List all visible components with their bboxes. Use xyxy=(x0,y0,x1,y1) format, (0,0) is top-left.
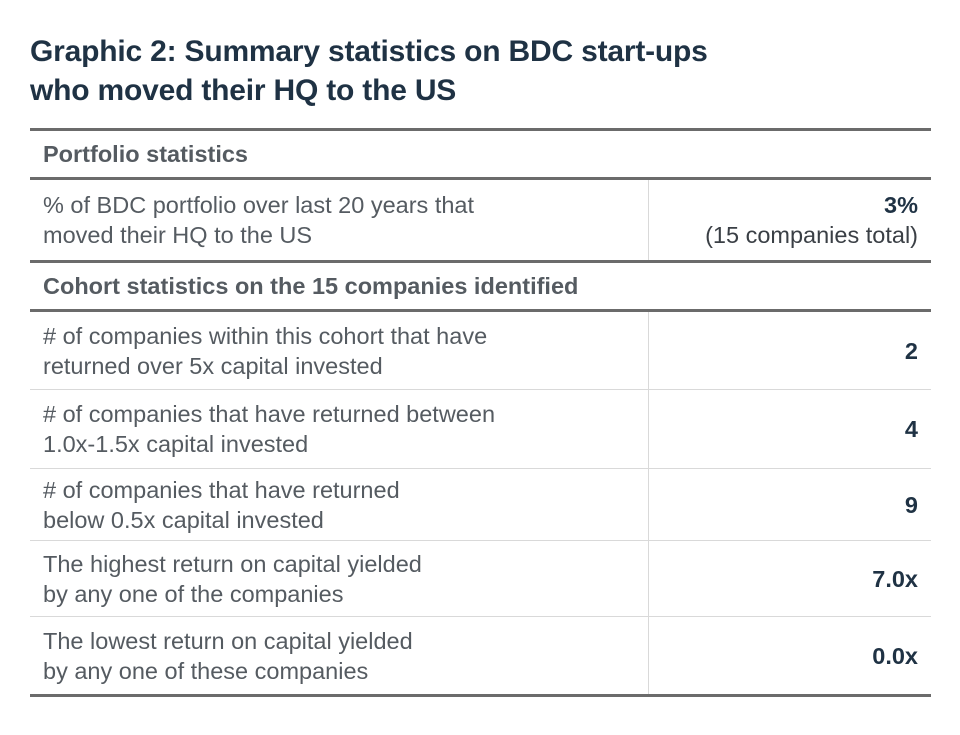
row-label: # of companies that have returned betwee… xyxy=(30,390,648,468)
row-label-line-2: returned over 5x capital invested xyxy=(43,352,383,379)
row-label-line-1: # of companies that have returned betwee… xyxy=(43,401,496,427)
section-heading-cohort: Cohort statistics on the 15 companies id… xyxy=(43,272,579,299)
row-value-note: (15 companies total) xyxy=(705,222,918,248)
row-value-cell: 7.0x xyxy=(648,541,931,616)
row-value: 4 xyxy=(904,416,918,442)
row-label: The highest return on capital yielded by… xyxy=(30,541,648,616)
row-label-line-2: by any one of these companies xyxy=(43,657,369,684)
row-divider xyxy=(30,616,931,617)
row-label-line-2: moved their HQ to the US xyxy=(43,222,313,248)
row-label: # of companies within this cohort that h… xyxy=(30,312,648,389)
page-title: Graphic 2: Summary statistics on BDC sta… xyxy=(30,32,930,110)
row-divider xyxy=(30,468,931,469)
row-label-line-1: The lowest return on capital yielded xyxy=(43,627,413,654)
row-label-line-1: # of companies that have returned xyxy=(43,476,400,503)
row-label: # of companies that have returned below … xyxy=(30,469,648,540)
row-value: 2 xyxy=(904,337,918,364)
row-label: The lowest return on capital yielded by … xyxy=(30,617,648,694)
row-label-line-1: % of BDC portfolio over last 20 years th… xyxy=(43,192,475,218)
row-divider xyxy=(30,540,931,541)
summary-table: Portfolio statistics % of BDC portfolio … xyxy=(30,128,931,697)
section-rule xyxy=(30,260,931,263)
table-row: The highest return on capital yielded by… xyxy=(30,541,931,616)
table-top-rule xyxy=(30,128,931,131)
section-heading-portfolio: Portfolio statistics xyxy=(43,140,249,167)
row-value-cell: 9 xyxy=(648,469,931,540)
row-label: % of BDC portfolio over last 20 years th… xyxy=(30,180,648,260)
row-label-line-2: below 0.5x capital invested xyxy=(43,506,324,533)
row-label-line-1: The highest return on capital yielded xyxy=(43,550,422,577)
row-value: 9 xyxy=(904,491,918,518)
row-value-cell: 3% (15 companies total) xyxy=(648,180,931,260)
section-rule xyxy=(30,309,931,312)
row-value-cell: 2 xyxy=(648,312,931,389)
row-value: 3% xyxy=(884,192,918,218)
table-row: # of companies within this cohort that h… xyxy=(30,312,931,389)
table-row: # of companies that have returned below … xyxy=(30,469,931,540)
table-bottom-rule xyxy=(30,694,931,697)
table-row: The lowest return on capital yielded by … xyxy=(30,617,931,694)
row-label-line-1: # of companies within this cohort that h… xyxy=(43,322,488,349)
row-label-line-2: by any one of the companies xyxy=(43,580,344,607)
table-row: # of companies that have returned betwee… xyxy=(30,390,931,468)
row-value-cell: 0.0x xyxy=(648,617,931,694)
title-line-1: Graphic 2: Summary statistics on BDC sta… xyxy=(30,35,708,68)
table-row: % of BDC portfolio over last 20 years th… xyxy=(30,180,931,260)
title-line-2: who moved their HQ to the US xyxy=(30,74,457,107)
row-value: 0.0x xyxy=(872,642,918,669)
section-rule xyxy=(30,177,931,180)
row-value-cell: 4 xyxy=(648,390,931,468)
row-value: 7.0x xyxy=(872,565,918,592)
row-label-line-2: 1.0x-1.5x capital invested xyxy=(43,431,309,457)
row-divider xyxy=(30,389,931,390)
